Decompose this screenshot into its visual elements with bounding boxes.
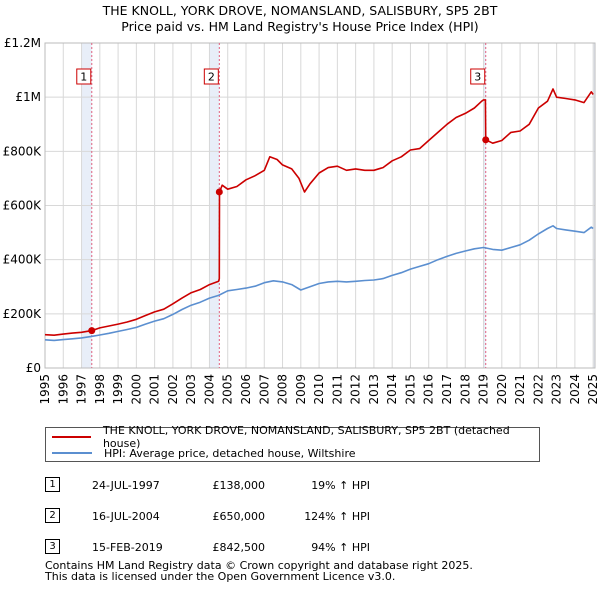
purchase-marker-box xyxy=(203,68,219,85)
legend: THE KNOLL, YORK DROVE, NOMANSLAND, SALIS… xyxy=(45,424,540,462)
x-tick-label: 2014 xyxy=(385,374,399,405)
x-tick-label: 2025 xyxy=(586,374,600,405)
y-tick-label: £1M xyxy=(15,90,41,104)
transaction-number: 2 xyxy=(45,508,60,523)
x-tick-label: 2001 xyxy=(148,374,162,405)
x-tick-label: 2010 xyxy=(312,374,326,405)
x-tick-label: 2003 xyxy=(184,374,198,405)
x-tick-label: 1998 xyxy=(93,374,107,405)
purchase-markers: 1 2 3 xyxy=(76,68,486,85)
property-price-line xyxy=(44,88,594,336)
footer: Contains HM Land Registry data © Crown c… xyxy=(45,560,473,582)
chart-title-line1: THE KNOLL, YORK DROVE, NOMANSLAND, SALIS… xyxy=(102,3,498,18)
legend-swatch-hpi xyxy=(52,452,92,454)
transaction-hpi: 124% ↑ HPI xyxy=(304,510,370,523)
x-tick-label: 2016 xyxy=(422,374,436,405)
y-tick-label: £0 xyxy=(26,361,41,375)
transaction-number: 3 xyxy=(45,539,60,554)
x-tick-label: 2008 xyxy=(276,374,290,405)
transaction-hpi: 94% ↑ HPI xyxy=(311,541,370,554)
x-tick-label: 1995 xyxy=(38,374,52,405)
transaction-date: 24-JUL-1997 xyxy=(92,479,160,492)
x-tick-label: 2005 xyxy=(221,374,235,405)
transaction-date: 15-FEB-2019 xyxy=(92,541,163,554)
x-tick-label: 2009 xyxy=(294,374,308,405)
legend-swatch-property xyxy=(52,436,91,438)
legend-label-hpi: HPI: Average price, detached house, Wilt… xyxy=(104,446,356,460)
transaction-price: £650,000 xyxy=(212,510,266,523)
purchase-point xyxy=(215,188,223,196)
legend-label-property: THE KNOLL, YORK DROVE, NOMANSLAND, SALIS… xyxy=(102,424,510,450)
y-tick-label: £1.2M xyxy=(4,36,41,50)
y-axis-ticks: £0 £200K £400K £600K £800K £1M £1.2M xyxy=(3,36,43,375)
x-tick-label: 2019 xyxy=(477,374,491,405)
chart-title: THE KNOLL, YORK DROVE, NOMANSLAND, SALIS… xyxy=(0,3,600,35)
x-tick-label: 2022 xyxy=(531,374,545,405)
x-tick-label: 2023 xyxy=(550,374,564,405)
x-tick-label: 2002 xyxy=(166,374,180,405)
plot-frame xyxy=(44,42,596,369)
x-tick-label: 1997 xyxy=(75,374,89,405)
purchase-marker-box xyxy=(470,68,486,85)
purchase-marker-label: 1 xyxy=(80,71,87,84)
x-tick-label: 2000 xyxy=(129,374,143,405)
transaction-row: 1 24-JUL-1997 £138,000 19% ↑ HPI xyxy=(45,474,545,496)
footer-line2: This data is licensed under the Open Gov… xyxy=(45,570,396,583)
x-tick-label: 2007 xyxy=(257,374,271,405)
transaction-price: £138,000 xyxy=(212,479,266,492)
purchase-marker-label: 3 xyxy=(474,71,481,84)
y-tick-label: £600K xyxy=(3,199,43,213)
x-tick-label: 2006 xyxy=(239,374,253,405)
x-tick-label: 2015 xyxy=(403,374,417,405)
x-tick-label: 2018 xyxy=(458,374,472,405)
hpi-line xyxy=(44,225,594,342)
x-tick-label: 2004 xyxy=(202,374,216,405)
purchase-point xyxy=(88,327,96,335)
y-tick-label: £200K xyxy=(3,307,43,321)
purchase-points xyxy=(88,136,490,335)
series-lines xyxy=(44,88,594,342)
gridlines xyxy=(44,42,596,369)
x-tick-label: 1999 xyxy=(111,374,125,405)
transaction-number: 1 xyxy=(45,477,60,492)
transaction-row: 3 15-FEB-2019 £842,500 94% ↑ HPI xyxy=(45,536,545,558)
x-tick-label: 2024 xyxy=(568,374,582,405)
x-tick-label: 2020 xyxy=(495,374,509,405)
x-tick-label: 2021 xyxy=(513,374,527,405)
y-tick-label: £800K xyxy=(3,144,43,158)
purchase-marker-label: 2 xyxy=(208,71,215,84)
x-tick-label: 2017 xyxy=(440,374,454,405)
legend-item-hpi: HPI: Average price, detached house, Wilt… xyxy=(52,445,356,461)
transaction-price: £842,500 xyxy=(212,541,266,554)
x-tick-label: 1996 xyxy=(56,374,70,405)
purchase-point xyxy=(482,136,490,144)
footer-line1: Contains HM Land Registry data © Crown c… xyxy=(45,559,473,572)
x-tick-label: 2012 xyxy=(349,374,363,405)
transaction-date: 16-JUL-2004 xyxy=(92,510,160,523)
transaction-hpi: 19% ↑ HPI xyxy=(311,479,370,492)
y-tick-label: £400K xyxy=(3,253,43,267)
x-axis-ticks: 1995 1996 1997 1998 1999 2000 2001 2002 2003 2004… xyxy=(38,374,600,405)
purchase-marker-box xyxy=(76,68,92,85)
x-tick-label: 2011 xyxy=(330,374,344,405)
legend-item-property: THE KNOLL, YORK DROVE, NOMANSLAND, SALIS… xyxy=(52,424,539,450)
chart-title-line2: Price paid vs. HM Land Registry's House … xyxy=(121,19,479,34)
x-tick-label: 2013 xyxy=(367,374,381,405)
transaction-row: 2 16-JUL-2004 £650,000 124% ↑ HPI xyxy=(45,505,545,527)
